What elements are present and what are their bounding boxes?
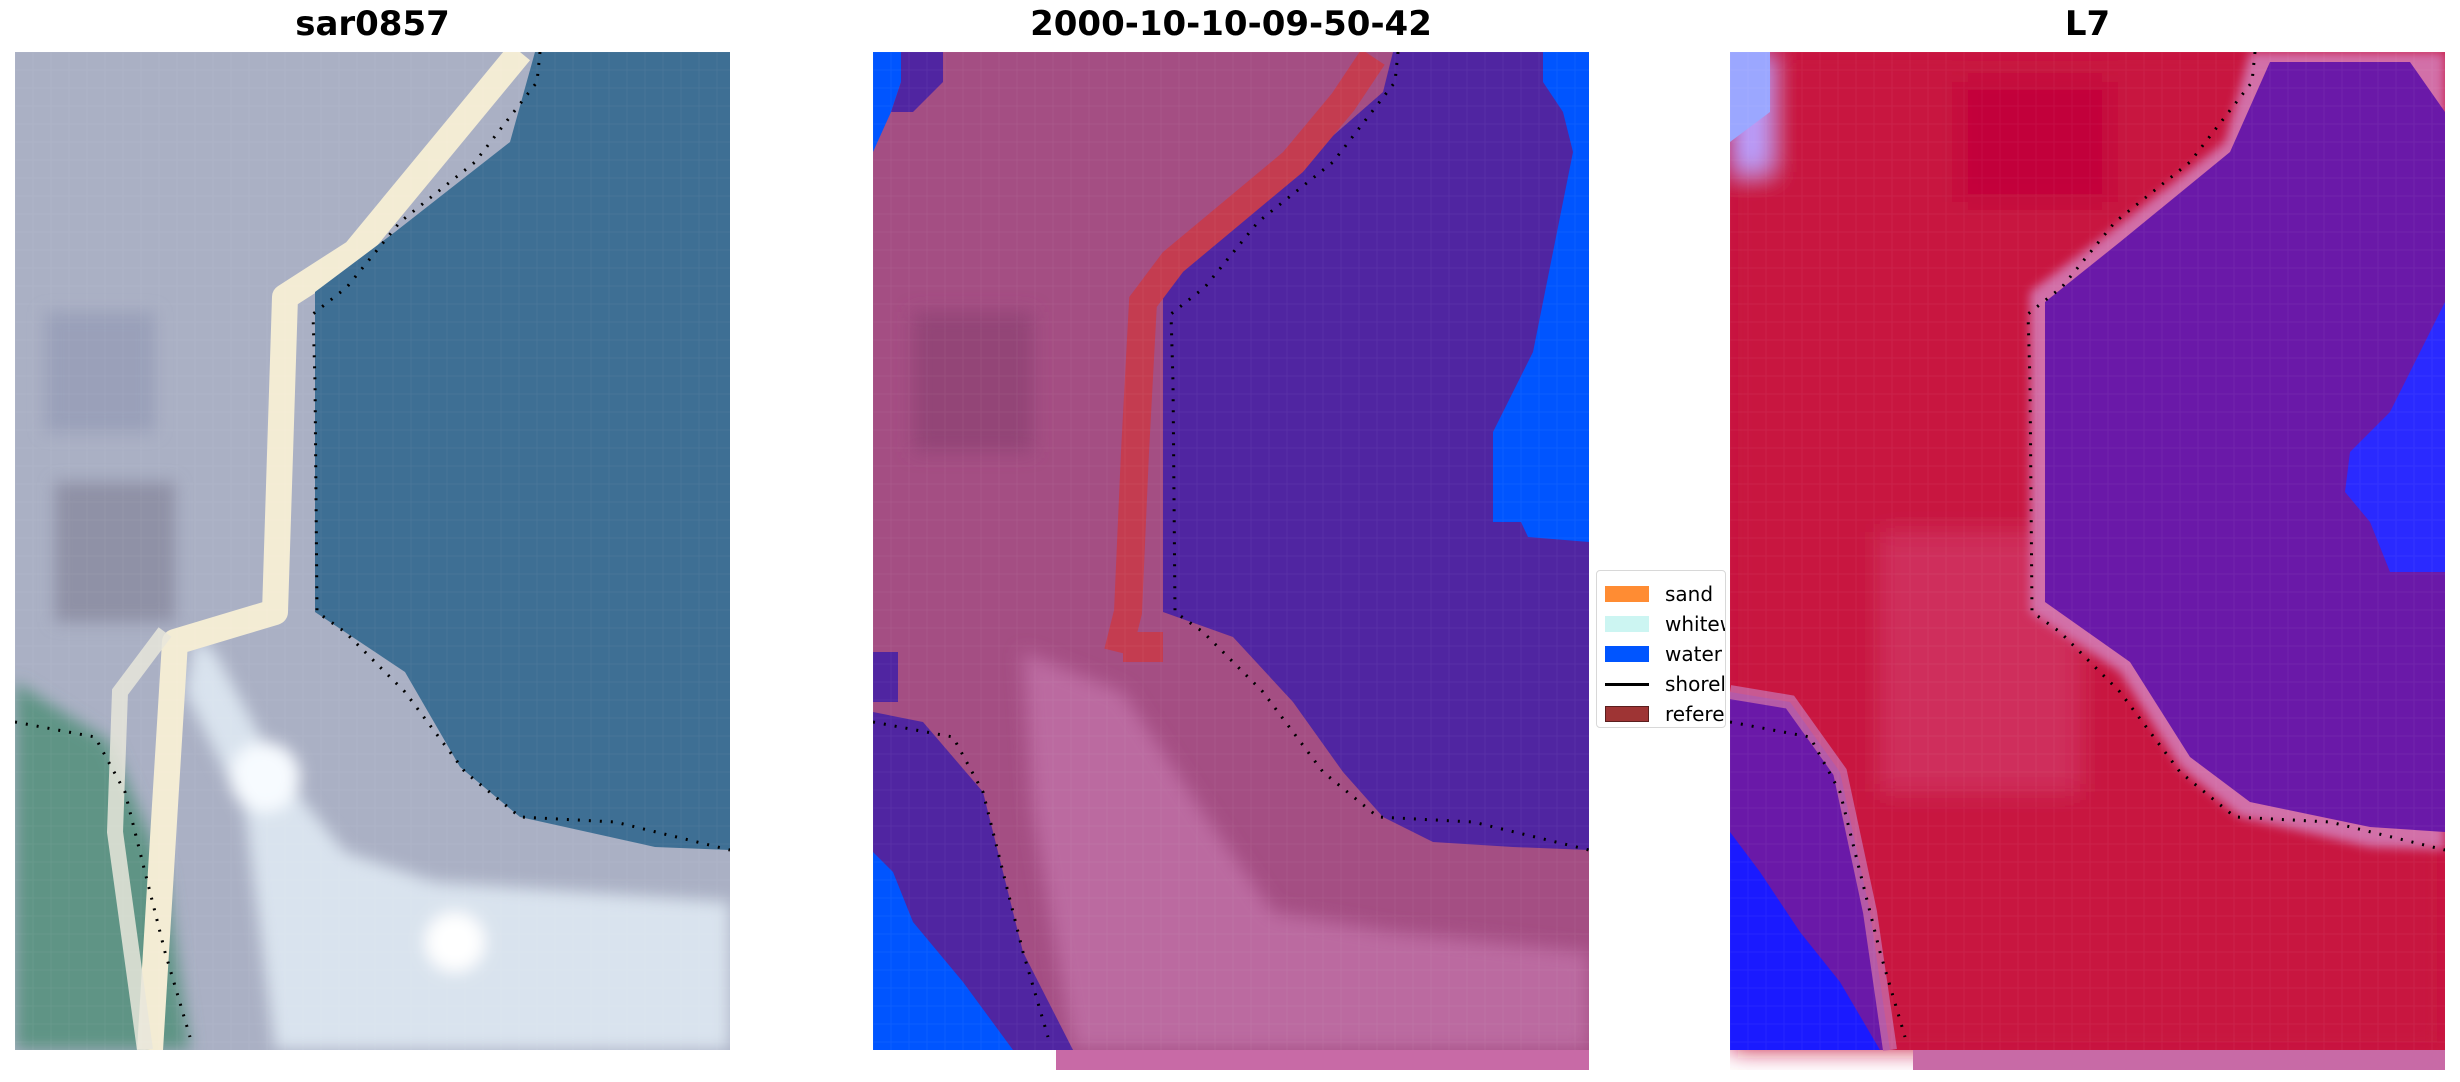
class-strip (1056, 1050, 1589, 1070)
legend-item-shoreline: shoreline (1605, 669, 1725, 699)
legend-swatch-whitewater (1605, 616, 1649, 632)
panel-title-classification: 2000-10-10-09-50-42 (1030, 4, 1432, 44)
legend-label-water: water (1665, 642, 1722, 666)
legend-item-water: water (1605, 639, 1725, 669)
legend-swatch-shoreline (1605, 682, 1649, 686)
legend-swatch-reference (1605, 706, 1649, 722)
legend-label-reference: reference (1665, 702, 1725, 726)
rgb-image (15, 52, 730, 1050)
panel-title-rgb: sar0857 (295, 4, 450, 44)
index-image (1730, 52, 2445, 1070)
index-strip (1913, 1050, 2445, 1070)
shoreline-line-lower (15, 720, 192, 1038)
legend-item-sand: sand (1605, 579, 1725, 609)
shoreline-line-lower (873, 720, 1050, 1038)
legend-swatch-sand (1605, 586, 1649, 602)
panel-title-index: L7 (2064, 4, 2111, 44)
legend-label-sand: sand (1665, 582, 1714, 606)
legend-item-reference: reference (1605, 699, 1725, 727)
classified-image (873, 52, 1589, 1070)
shoreline-line-lower (1730, 720, 1907, 1038)
legend-swatch-water (1605, 646, 1649, 662)
legend-label-shoreline: shoreline (1665, 672, 1726, 696)
